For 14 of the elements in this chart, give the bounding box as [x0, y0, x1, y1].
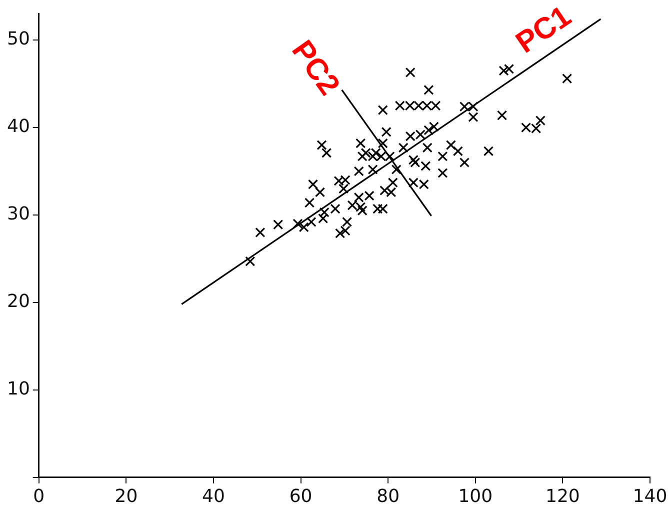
x-tick-label: 40 [202, 486, 225, 507]
x-tick-label: 0 [33, 486, 45, 507]
text: PC1 [510, 0, 578, 60]
y-tick-label: 50 [7, 28, 30, 50]
x-tick-label: 20 [114, 486, 138, 507]
x-tick-label: 60 [289, 486, 312, 507]
x-tick-label: 140 [632, 486, 668, 507]
x-tick-label: 100 [458, 486, 493, 507]
x-tick-label: 80 [376, 486, 400, 507]
y-tick-label: 10 [7, 378, 30, 400]
y-tick-label: 30 [7, 204, 30, 225]
y-tick-label: 20 [7, 291, 30, 312]
y-tick-label: 40 [7, 116, 30, 138]
x-tick-label: 120 [546, 486, 580, 507]
